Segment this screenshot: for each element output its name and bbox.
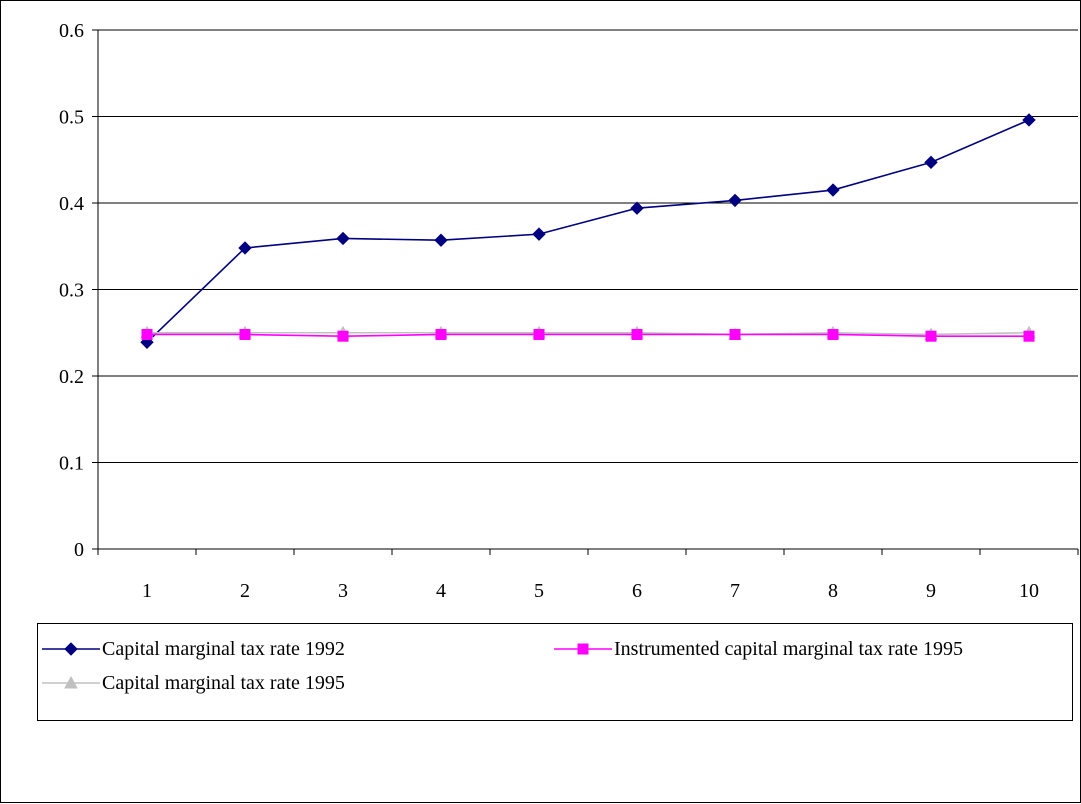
series-group — [140, 113, 1036, 349]
data-point — [728, 193, 742, 208]
series-3 — [140, 325, 1036, 340]
x-tick-label: 3 — [338, 580, 348, 602]
y-tick-label: 0.1 — [59, 453, 84, 475]
legend: Capital marginal tax rate 1992 Instrumen… — [37, 623, 1073, 721]
data-point — [533, 328, 545, 340]
data-point — [336, 231, 350, 246]
legend-item-series-2: Instrumented capital marginal tax rate 1… — [554, 634, 963, 664]
legend-item-series-3: Capital marginal tax rate 1995 — [42, 668, 345, 698]
data-point — [924, 155, 938, 170]
series-line-3 — [147, 331, 1030, 336]
data-point — [1022, 113, 1036, 127]
x-tick-label: 6 — [632, 580, 642, 602]
tick-labels: 0 0.1 0.2 0.3 0.4 0.5 0.6 1 2 3 4 5 6 7 8 9 10 — [59, 20, 1039, 602]
series-line-1 — [146, 119, 1030, 343]
series-line-2 — [147, 333, 1029, 338]
data-point — [729, 328, 741, 340]
y-tick-label: 0.6 — [59, 20, 84, 42]
legend-label-series-2: Instrumented capital marginal tax rate 1… — [614, 637, 963, 660]
legend-swatch-series-1 — [42, 642, 100, 656]
data-point — [435, 328, 447, 340]
x-tick-label: 10 — [1019, 580, 1039, 602]
x-tick-label: 1 — [142, 580, 152, 602]
legend-label-series-3: Capital marginal tax rate 1995 — [102, 671, 345, 694]
x-tick-label: 9 — [926, 580, 936, 602]
data-point — [925, 330, 937, 342]
data-point — [337, 330, 349, 342]
x-tick-label: 5 — [534, 580, 544, 602]
data-point — [239, 328, 251, 340]
x-tick-label: 4 — [436, 580, 446, 602]
data-point — [827, 328, 839, 340]
series-2 — [141, 328, 1035, 342]
data-point — [826, 183, 840, 197]
y-tick-label: 0.2 — [59, 366, 84, 388]
data-point — [1023, 330, 1035, 342]
data-point — [238, 241, 252, 255]
data-point — [630, 201, 644, 215]
axes — [92, 29, 1079, 555]
legend-swatch-series-2 — [554, 643, 612, 655]
x-tick-label: 8 — [828, 580, 838, 602]
data-point — [631, 328, 643, 340]
legend-item-series-1: Capital marginal tax rate 1992 — [42, 634, 345, 664]
legend-swatch-marker — [64, 642, 78, 656]
x-tick-label: 7 — [730, 580, 740, 602]
legend-swatch-marker — [64, 675, 78, 689]
series-1 — [140, 113, 1036, 349]
gridlines — [98, 29, 1078, 463]
y-tick-label: 0 — [74, 539, 84, 561]
x-tick-label: 2 — [240, 580, 250, 602]
legend-swatch-marker — [577, 643, 589, 655]
data-point — [434, 233, 448, 247]
legend-swatch-series-3 — [42, 675, 100, 689]
y-tick-label: 0.3 — [59, 280, 84, 302]
data-point — [141, 328, 153, 340]
legend-label-series-1: Capital marginal tax rate 1992 — [102, 637, 345, 660]
data-point — [532, 227, 546, 241]
y-tick-label: 0.4 — [59, 193, 84, 215]
y-tick-label: 0.5 — [59, 107, 84, 129]
